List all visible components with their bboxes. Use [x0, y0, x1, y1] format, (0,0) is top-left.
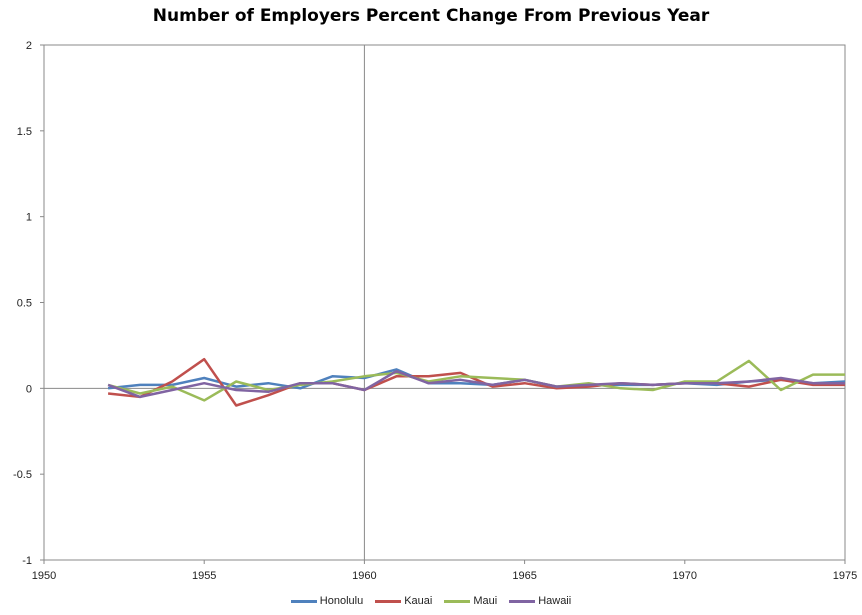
legend-label: Maui — [473, 595, 498, 607]
x-tick-label: 1950 — [32, 570, 56, 582]
y-tick-label: -1 — [22, 555, 32, 567]
legend-item-maui: Maui — [444, 595, 497, 607]
x-tick-label: 1975 — [833, 570, 857, 582]
y-tick-label: 1 — [26, 212, 32, 224]
y-tick-label: 0 — [26, 383, 32, 395]
legend-item-kauai: Kauai — [375, 595, 432, 607]
legend-item-hawaii: Hawaii — [509, 595, 571, 607]
x-tick-label: 1960 — [352, 570, 376, 582]
legend-label: Hawaii — [538, 595, 572, 607]
y-tick-label: 0.5 — [17, 298, 32, 310]
y-tick-label: -0.5 — [13, 469, 32, 481]
legend-swatch — [290, 599, 317, 603]
y-tick-label: 1.5 — [17, 126, 32, 138]
series-line-maui — [107, 359, 845, 402]
y-tick-label: 2 — [26, 40, 32, 52]
x-tick-label: 1970 — [673, 570, 697, 582]
legend-swatch — [509, 599, 536, 603]
x-tick-label: 1965 — [512, 570, 536, 582]
legend: Honolulu Kauai Maui Hawaii — [0, 595, 862, 607]
legend-item-honolulu: Honolulu — [290, 595, 364, 607]
legend-label: Honolulu — [319, 595, 364, 607]
chart-title: Number of Employers Percent Change From … — [152, 6, 710, 26]
series-line-hawaii — [107, 369, 845, 399]
legend-swatch — [444, 599, 471, 603]
plot-frame — [43, 44, 846, 561]
legend-label: Kauai — [404, 595, 433, 607]
legend-swatch — [375, 599, 402, 603]
x-tick-label: 1955 — [192, 570, 216, 582]
